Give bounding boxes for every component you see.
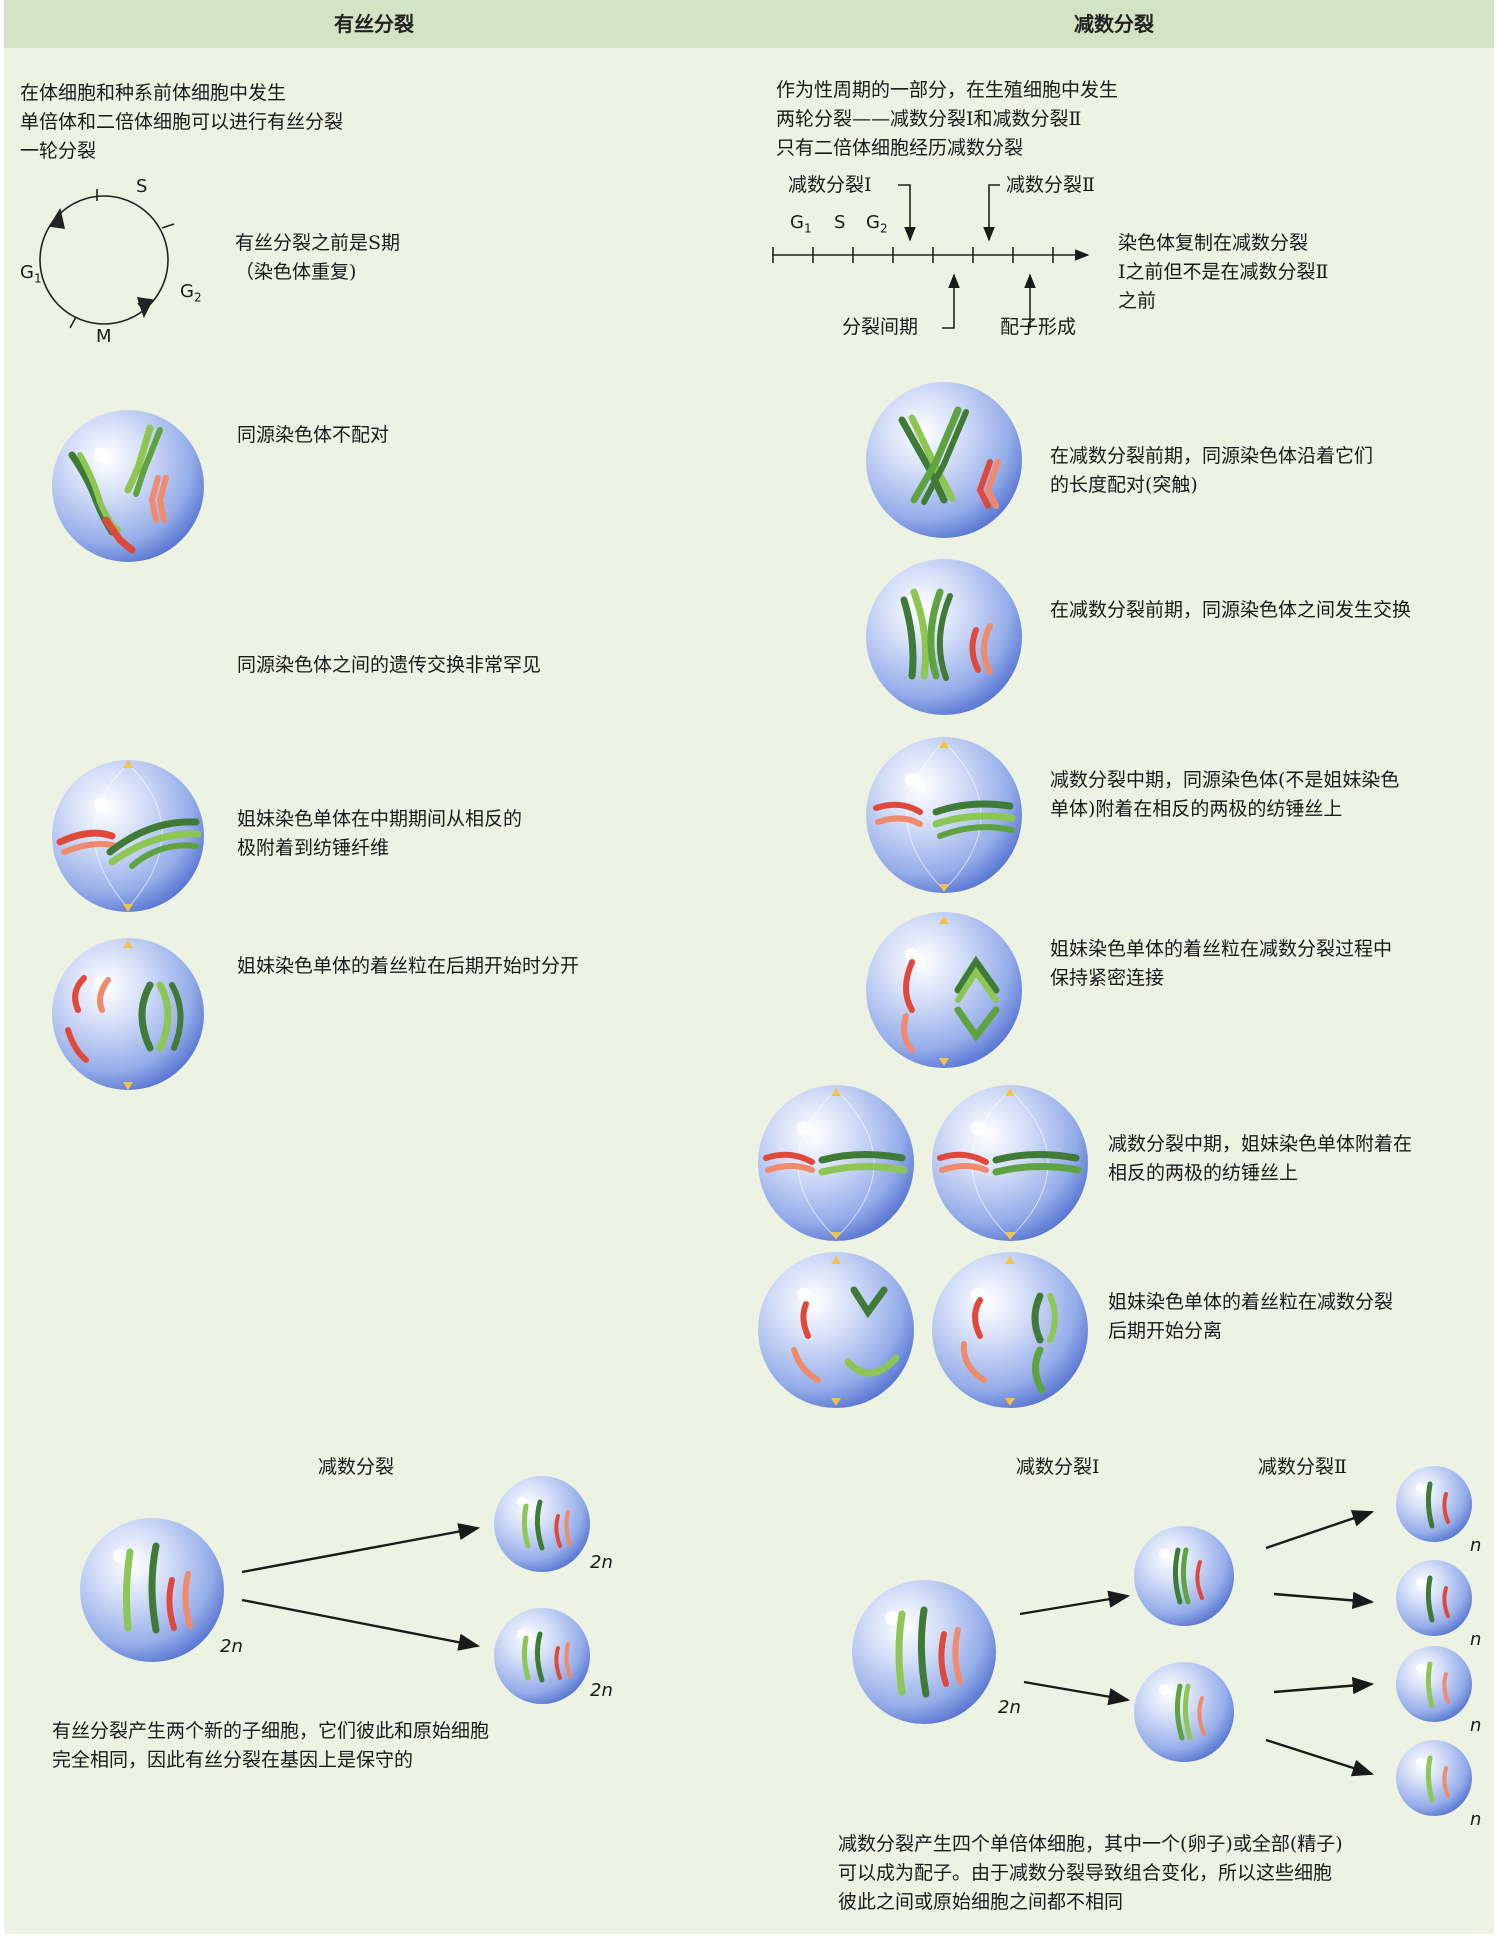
meiosis-n-2: n — [1470, 1629, 1482, 1650]
timeline-s: S — [834, 212, 846, 233]
replication-note-2: Ⅰ之前但不是在减数分裂Ⅱ — [1118, 261, 1329, 283]
meiosis-conclusion-3: 彼此之间或原始细胞之间都不相同 — [838, 1891, 1124, 1913]
cycle-label-m: M — [96, 326, 112, 347]
meiosis-cell-anaphase2-b — [932, 1252, 1088, 1408]
mitosis-metaphase-2: 极附着到纺锤纤维 — [237, 837, 390, 859]
meiosis-crossing-over: 在减数分裂前期，同源染色体之间发生交换 — [1050, 599, 1412, 621]
cycle-label-s: S — [136, 176, 148, 197]
meiosis-cell-anaphase2-a — [758, 1252, 914, 1408]
mitosis-header: 有丝分裂 — [334, 12, 414, 36]
meiosis-summary — [852, 1466, 1472, 1816]
s-phase-note-1: 有丝分裂之前是S期 — [235, 232, 401, 254]
mitosis-cell-unpaired — [52, 410, 204, 562]
cycle-label-g1: G1 — [20, 262, 42, 286]
mitosis-summary-label: 减数分裂 — [318, 1456, 395, 1478]
meiosis-n-1: n — [1470, 1535, 1482, 1556]
mitosis-conclusion-2: 完全相同，因此有丝分裂在基因上是保守的 — [52, 1749, 414, 1771]
meiosis-header: 减数分裂 — [1074, 12, 1154, 36]
header-bar — [4, 0, 1494, 48]
meiosis-cell-crossing-over — [866, 559, 1022, 715]
meiosis-n-4: n — [1470, 1809, 1482, 1830]
timeline-meiosis1: 减数分裂Ⅰ — [788, 174, 872, 196]
meiosis-anaphase1-2: 保持紧密连接 — [1050, 967, 1165, 989]
mitosis-intro-line-1: 在体细胞和种系前体细胞中发生 — [20, 82, 287, 104]
mitosis-2n-daughter-1: 2n — [590, 1552, 613, 1573]
cell-cycle-diagram — [39, 189, 175, 329]
timeline-gamete: 配子形成 — [1000, 316, 1077, 338]
meiosis-synapsis-1: 在减数分裂前期，同源染色体沿着它们 — [1050, 445, 1374, 467]
meiosis-cell-anaphase1 — [866, 912, 1022, 1068]
mitosis-intro-line-2: 单倍体和二倍体细胞可以进行有丝分裂 — [20, 111, 344, 133]
timeline-g2: G2 — [866, 212, 888, 236]
meiosis-conclusion-1: 减数分裂产生四个单倍体细胞，其中一个(卵子)或全部(精子) — [838, 1833, 1343, 1855]
timeline-interphase: 分裂间期 — [842, 316, 919, 338]
meiosis-cell-metaphase1 — [866, 737, 1022, 893]
meiosis-cell-metaphase2-b — [932, 1085, 1088, 1241]
mitosis-conclusion-1: 有丝分裂产生两个新的子细胞，它们彼此和原始细胞 — [52, 1720, 490, 1742]
mitosis-intro-line-3: 一轮分裂 — [20, 140, 97, 162]
meiosis-metaphase2-1: 减数分裂中期，姐妹染色单体附着在 — [1108, 1133, 1413, 1155]
meiosis-synapsis-2: 的长度配对(突触) — [1050, 474, 1198, 496]
replication-note-3: 之前 — [1118, 290, 1157, 312]
timeline-meiosis2: 减数分裂Ⅱ — [1006, 174, 1095, 196]
background-panel — [4, 0, 1494, 1934]
meiosis-intro-line-1: 作为性周期的一部分，在生殖细胞中发生 — [776, 79, 1119, 101]
mitosis-cell-anaphase — [52, 938, 204, 1090]
mitosis-metaphase-1: 姐妹染色单体在中期期间从相反的 — [237, 808, 523, 830]
mitosis-summary — [80, 1476, 590, 1704]
mitosis-rare-exchange: 同源染色体之间的遗传交换非常罕见 — [237, 654, 542, 676]
s-phase-note-2: （染色体重复) — [235, 261, 357, 283]
replication-note-1: 染色体复制在减数分裂 — [1118, 232, 1309, 254]
mitosis-anaphase: 姐妹染色单体的着丝粒在后期开始时分开 — [237, 955, 580, 977]
timeline-g1: G1 — [790, 212, 812, 236]
mitosis-cell-metaphase — [52, 760, 204, 912]
meiosis-metaphase2-2: 相反的两极的纺锤丝上 — [1108, 1162, 1299, 1184]
meiosis-intro-line-3: 只有二倍体细胞经历减数分裂 — [776, 137, 1024, 159]
cycle-label-g2: G2 — [180, 281, 202, 305]
meiosis-n-3: n — [1470, 1715, 1482, 1736]
meiosis-metaphase1-1: 减数分裂中期，同源染色体(不是姐妹染色 — [1050, 769, 1400, 791]
meiosis-2n-parent: 2n — [998, 1697, 1021, 1718]
meiosis-timeline — [772, 184, 1090, 329]
meiosis-summary-label-1: 减数分裂Ⅰ — [1016, 1456, 1100, 1478]
mitosis-2n-daughter-2: 2n — [590, 1680, 613, 1701]
meiosis-anaphase2-1: 姐妹染色单体的着丝粒在减数分裂 — [1108, 1291, 1394, 1313]
meiosis-cell-synapsis — [866, 382, 1022, 538]
mitosis-no-pairing: 同源染色体不配对 — [237, 424, 390, 446]
meiosis-summary-label-2: 减数分裂Ⅱ — [1258, 1456, 1347, 1478]
meiosis-metaphase1-2: 单体)附着在相反的两极的纺锤丝上 — [1050, 798, 1343, 820]
meiosis-cell-metaphase2-a — [758, 1085, 914, 1241]
meiosis-intro-line-2: 两轮分裂——减数分裂Ⅰ和减数分裂Ⅱ — [776, 108, 1082, 130]
mitosis-2n-parent: 2n — [220, 1636, 243, 1657]
meiosis-anaphase2-2: 后期开始分离 — [1108, 1320, 1223, 1342]
meiosis-conclusion-2: 可以成为配子。由于减数分裂导致组合变化，所以这些细胞 — [838, 1862, 1333, 1884]
meiosis-anaphase1-1: 姐妹染色单体的着丝粒在减数分裂过程中 — [1050, 938, 1393, 960]
